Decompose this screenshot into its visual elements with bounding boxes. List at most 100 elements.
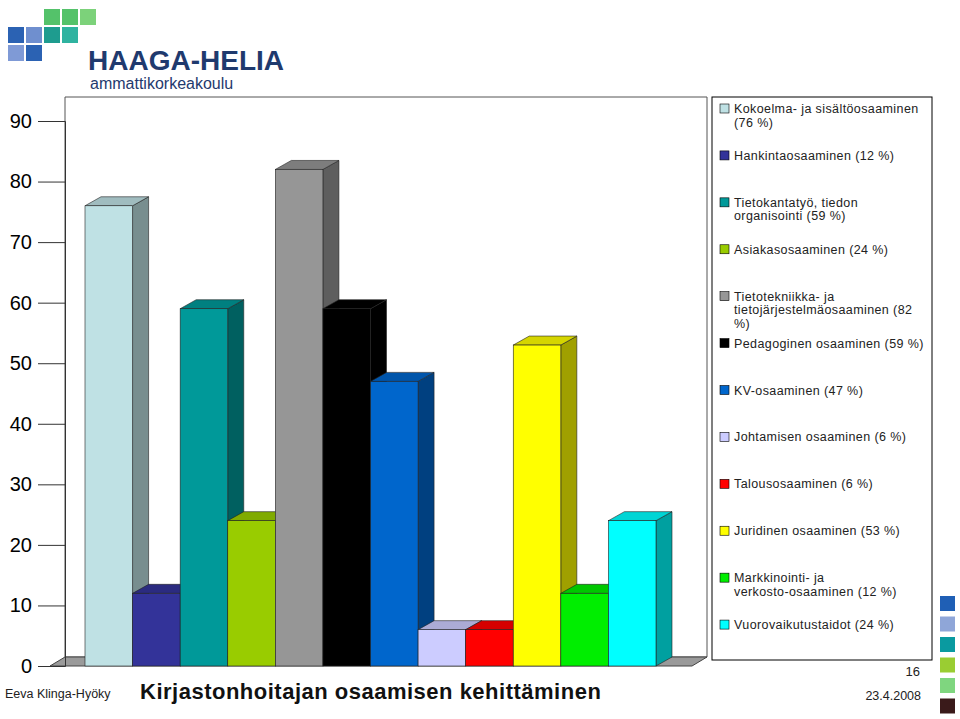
- corner-square: [940, 617, 955, 632]
- logo-square: [62, 27, 78, 43]
- bar: [513, 345, 561, 666]
- y-tick-mark: [38, 303, 65, 304]
- y-tick: 20: [10, 534, 65, 556]
- bar: [228, 521, 276, 666]
- legend-swatch: [720, 292, 729, 301]
- y-tick-label: 40: [10, 413, 32, 435]
- y-tick: 40: [10, 413, 65, 435]
- page-number: 16: [906, 664, 920, 679]
- bar-top: [323, 300, 387, 309]
- legend-swatch: [720, 620, 729, 629]
- title: Kirjastonhoitajan osaamisen kehittäminen: [140, 679, 601, 704]
- legend-label: Johtamisen osaaminen (6 %): [734, 430, 906, 444]
- bar-top: [371, 372, 435, 381]
- y-tick-mark: [38, 666, 65, 667]
- bar: [275, 169, 323, 666]
- legend-label: Talousosaaminen (6 %): [734, 477, 873, 491]
- y-tick-label: 90: [10, 110, 32, 132]
- y-tick-label: 20: [10, 534, 32, 556]
- bar: [371, 381, 419, 666]
- y-tick-mark: [38, 121, 65, 122]
- y-tick-label: 80: [10, 170, 32, 192]
- bars: [85, 160, 672, 666]
- bar-group: [608, 512, 672, 666]
- legend-box: [712, 97, 932, 660]
- legend: Kokoelma- ja sisältöosaaminen(76 %) Hanki…: [712, 97, 932, 660]
- logo-square: [44, 9, 60, 25]
- legend-label: Markkinointi- javerkosto-osaaminen (12 %…: [734, 571, 897, 599]
- bar-top: [180, 300, 244, 309]
- legend-label: KV-osaaminen (47 %): [734, 384, 863, 398]
- corner-square: [940, 678, 955, 693]
- y-tick-mark: [38, 484, 65, 485]
- legend-swatch: [720, 104, 729, 113]
- legend-swatch: [720, 198, 729, 207]
- legend-label: Pedagoginen osaaminen (59 %): [734, 337, 924, 351]
- bar-top: [85, 197, 149, 206]
- bar: [608, 521, 656, 666]
- bar: [466, 630, 514, 666]
- y-tick-label: 60: [10, 292, 32, 314]
- y-tick: 0: [21, 655, 65, 677]
- legend-label: Hankintaosaaminen (12 %): [734, 149, 894, 163]
- legend-label: Tietokantatyö, tiedonorganisointi (59 %): [734, 196, 858, 224]
- logo-name: HAAGA-HELIA: [88, 45, 284, 76]
- legend-swatch: [720, 245, 729, 254]
- author: Eeva Klinga-Hyöky: [5, 687, 111, 701]
- bar-group: [371, 372, 435, 666]
- y-tick: 70: [10, 231, 65, 253]
- legend-swatch: [720, 339, 729, 348]
- corner-mark: [940, 596, 955, 714]
- legend-label: Vuorovaikutustaidot (24 %): [734, 618, 894, 632]
- bar: [323, 309, 371, 666]
- y-tick: 30: [10, 473, 65, 495]
- y-axis-line: [38, 122, 66, 667]
- bar-top: [608, 512, 672, 521]
- y-tick-label: 10: [10, 594, 32, 616]
- y-tick-label: 0: [21, 655, 32, 677]
- logo-square: [62, 9, 78, 25]
- y-axis: 0 10 20 30 40 50 60 70 80 90: [10, 110, 66, 677]
- y-tick-mark: [38, 182, 65, 183]
- logo-square: [8, 27, 24, 43]
- y-tick: 60: [10, 292, 65, 314]
- legend-label: Tietotekniikka- jatietojärjestelmäosaami…: [734, 290, 912, 331]
- y-tick-label: 50: [10, 352, 32, 374]
- logo-square: [8, 45, 24, 61]
- corner-square: [940, 596, 955, 611]
- y-tick-mark: [38, 242, 65, 243]
- date: 23.4.2008: [865, 689, 921, 703]
- legend-label: Kokoelma- ja sisältöosaaminen(76 %): [734, 102, 919, 130]
- bar-side: [656, 512, 672, 666]
- legend-swatch: [720, 479, 729, 488]
- bar-top: [513, 336, 577, 345]
- legend-swatch: [720, 526, 729, 535]
- bar: [561, 593, 609, 666]
- logo-square: [44, 27, 60, 43]
- legend-label: Juridinen osaaminen (53 %): [734, 524, 900, 538]
- bar: [180, 309, 228, 666]
- legend-swatch: [720, 386, 729, 395]
- corner-square: [940, 658, 955, 673]
- y-tick: 90: [10, 110, 65, 132]
- y-tick: 50: [10, 352, 65, 374]
- y-tick-mark: [38, 363, 65, 364]
- bar: [85, 206, 133, 666]
- logo-square: [80, 9, 96, 25]
- legend-label: Asiakasosaaminen (24 %): [734, 243, 888, 257]
- legend-swatch: [720, 573, 729, 582]
- logo-square: [26, 27, 42, 43]
- legend-swatch: [720, 151, 729, 160]
- y-tick-mark: [38, 424, 65, 425]
- corner-square: [940, 637, 955, 652]
- y-tick-mark: [38, 605, 65, 606]
- bar: [418, 630, 466, 666]
- logo-square: [26, 45, 42, 61]
- y-tick: 80: [10, 170, 65, 192]
- y-tick-mark: [38, 545, 65, 546]
- y-tick: 10: [10, 594, 65, 616]
- y-tick-label: 30: [10, 473, 32, 495]
- bar-top: [275, 160, 339, 169]
- corner-square: [940, 699, 955, 714]
- chart: 0 10 20 30 40 50 60 70 80 90 Kokoelma- ja sisältöo…: [0, 0, 960, 719]
